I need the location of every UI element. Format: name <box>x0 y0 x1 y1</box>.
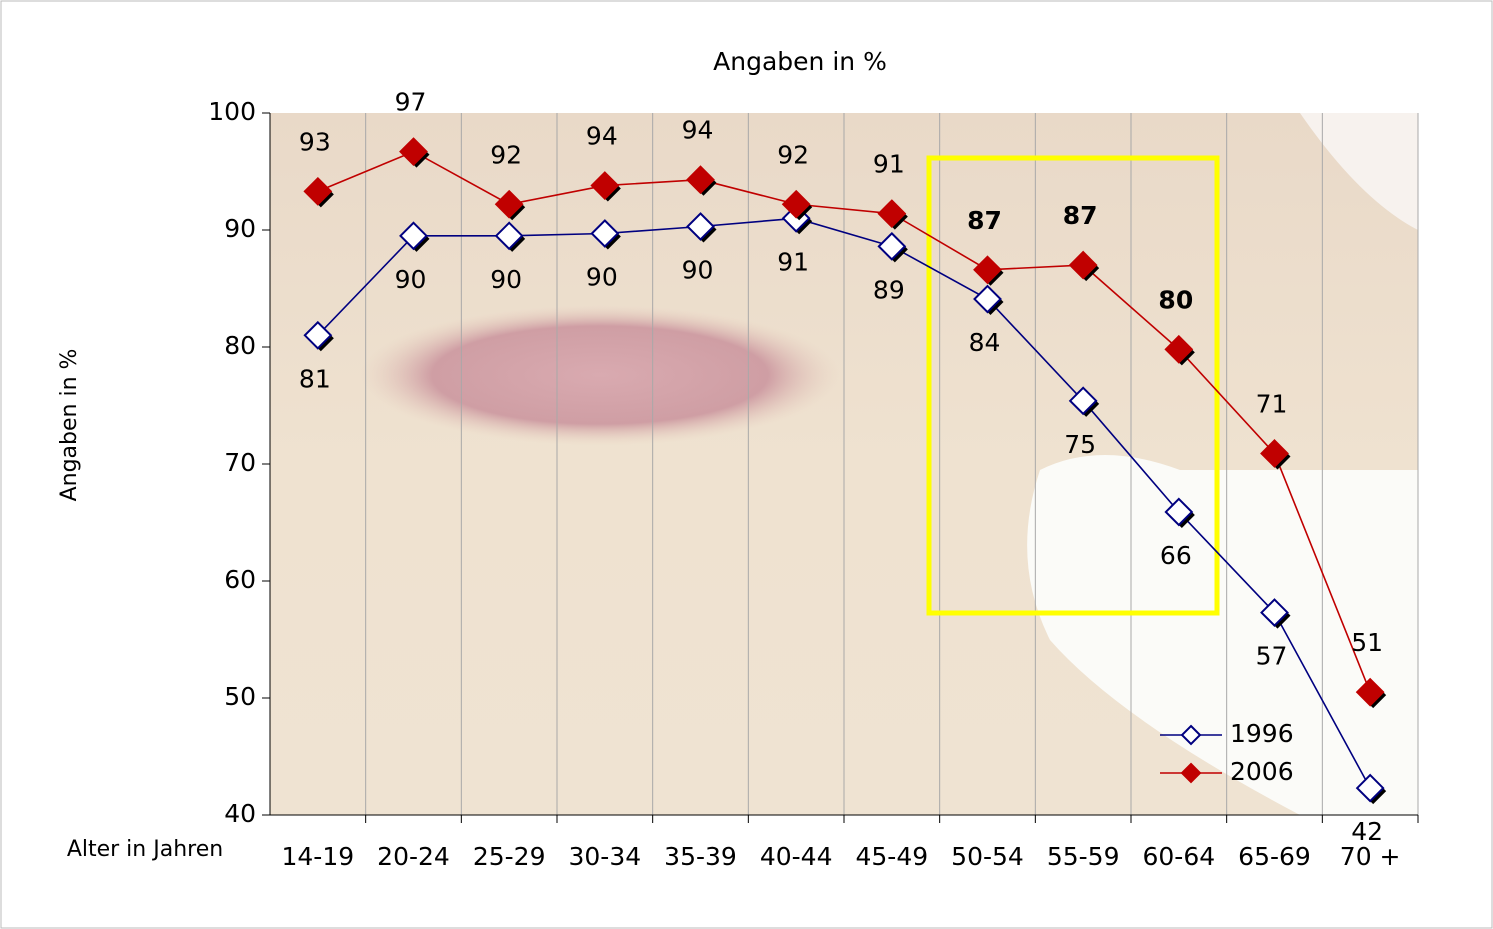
data-label: 90 <box>395 265 427 294</box>
data-label: 94 <box>682 116 714 145</box>
legend-marker <box>1180 724 1202 746</box>
marker <box>1260 439 1289 468</box>
marker <box>1068 386 1098 416</box>
marker <box>877 231 907 261</box>
data-label: 75 <box>1064 430 1096 459</box>
marker <box>877 199 907 229</box>
y-axis-title: Angaben in % <box>57 349 82 502</box>
data-label: 84 <box>969 328 1001 357</box>
series-line <box>317 217 1371 789</box>
marker <box>686 212 715 241</box>
data-label: 92 <box>490 140 522 169</box>
data-label: 92 <box>777 140 809 169</box>
data-label: 97 <box>395 88 427 117</box>
data-label: 51 <box>1351 628 1383 657</box>
data-label: 93 <box>299 127 331 156</box>
highlight-box <box>926 155 1220 616</box>
data-label: 91 <box>873 150 905 179</box>
marker <box>1260 598 1289 628</box>
data-label: 57 <box>1256 642 1288 671</box>
marker <box>399 221 428 251</box>
x-axis-title: Alter in Jahren <box>67 837 223 862</box>
legend-marker <box>1180 762 1202 784</box>
data-label: 66 <box>1160 541 1192 570</box>
legend-label: 1996 <box>1230 719 1294 748</box>
data-label: 89 <box>873 275 905 304</box>
marker <box>1355 677 1385 707</box>
y-tick-label: 50 <box>224 682 256 711</box>
y-tick-label: 100 <box>208 97 256 126</box>
marker <box>973 255 1002 285</box>
data-label: 87 <box>967 206 1002 235</box>
marker <box>590 219 620 248</box>
marker <box>781 189 811 219</box>
marker <box>494 189 524 219</box>
data-label: 42 <box>1351 817 1383 846</box>
x-tick-label: 60-64 <box>1143 842 1216 871</box>
chart-title: Angaben in % <box>713 47 887 76</box>
marker <box>686 165 715 195</box>
marker <box>303 320 333 350</box>
data-label: 90 <box>490 265 522 294</box>
y-tick-label: 90 <box>224 214 256 243</box>
y-tick-label: 80 <box>224 331 256 360</box>
marker <box>973 284 1002 314</box>
marker <box>1355 773 1385 803</box>
x-tick-label: 30-34 <box>569 842 642 871</box>
data-label: 94 <box>586 122 618 151</box>
y-tick-label: 60 <box>224 565 256 594</box>
x-tick-label: 65-69 <box>1238 842 1311 871</box>
data-label: 90 <box>586 263 618 292</box>
x-tick-label: 40-44 <box>760 842 833 871</box>
series-line <box>317 150 1371 693</box>
data-label: 81 <box>299 364 331 393</box>
marker <box>590 171 620 200</box>
marker <box>1164 497 1194 527</box>
data-label: 71 <box>1256 389 1288 418</box>
data-label: 91 <box>777 247 809 276</box>
x-tick-label: 50-54 <box>951 842 1024 871</box>
x-tick-label: 14-19 <box>282 842 355 871</box>
x-tick-label: 70 + <box>1340 842 1401 871</box>
y-tick-label: 40 <box>224 799 256 828</box>
x-tick-label: 20-24 <box>377 842 450 871</box>
x-tick-label: 55-59 <box>1047 842 1120 871</box>
legend-label: 2006 <box>1230 757 1294 786</box>
marker <box>1164 334 1194 364</box>
category-grid <box>365 113 1419 815</box>
marker <box>303 176 333 206</box>
y-tick-label: 70 <box>224 448 256 477</box>
data-label: 87 <box>1063 201 1098 230</box>
marker <box>494 221 524 251</box>
x-tick-label: 45-49 <box>856 842 929 871</box>
data-label: 90 <box>682 255 714 284</box>
marker <box>399 137 428 167</box>
data-label: 80 <box>1158 285 1193 314</box>
x-tick-label: 25-29 <box>473 842 546 871</box>
x-tick-label: 35-39 <box>664 842 737 871</box>
marker <box>1068 250 1098 280</box>
